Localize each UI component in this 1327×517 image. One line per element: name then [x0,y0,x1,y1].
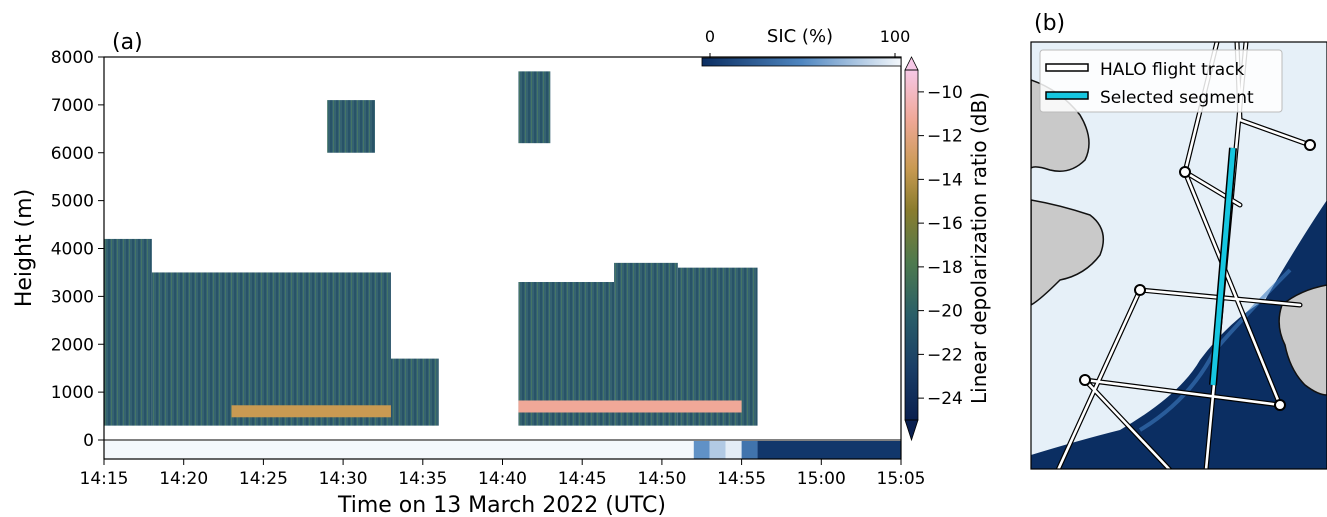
cloud-region [104,238,152,426]
panel-a-label: (a) [112,30,143,55]
track-loop [1304,139,1316,151]
sic-cell [104,441,694,459]
sic-cell [693,441,710,459]
colorbar-tick-label: −18 [927,258,963,278]
legend-swatch-selected [1045,91,1089,100]
map-legend: HALO flight track Selected segment [1039,49,1283,113]
y-tick-label: 0 [83,431,94,451]
ldr-colorbar-frame [904,69,919,421]
cloud-region [390,358,439,426]
ldr-colorbar-bar [905,70,918,420]
ldr-colorbar-extend-top [904,56,919,71]
sic-strip [104,441,901,459]
x-tick-label: 14:35 [398,469,447,489]
sic-colorbar: 0 SIC (%) 100 [701,26,911,67]
y-axis: 0 1000 2000 3000 4000 5000 6000 7000 8000 [51,48,104,451]
colorbar-tick-label: −14 [927,170,963,190]
cloud-region [518,71,551,144]
track-loop [1134,284,1146,296]
ldr-colorbar-extend-bottom [904,419,919,442]
colorbar-tick-label: −20 [927,302,963,322]
colorbar-tick-label: −24 [927,389,963,409]
x-tick-label: 15:05 [877,469,926,489]
sic-colorbar-bar [701,57,902,67]
legend-label-selected: Selected segment [1100,88,1254,108]
sic-cell [725,441,742,459]
sic-cell [741,441,758,459]
melting-layer [518,400,742,413]
y-tick-label: 6000 [51,144,94,164]
y-tick-label: 3000 [51,287,94,307]
melting-layers [231,400,742,418]
x-tick-label: 14:25 [239,469,288,489]
cloud-region [614,262,678,426]
x-tick-label: 14:45 [558,469,607,489]
y-axis-label: Height (m) [12,189,37,307]
x-tick-label: 14:15 [80,469,129,489]
y-tick-label: 5000 [51,192,94,212]
cloud-region [151,272,232,426]
x-tick-label: 14:40 [478,469,527,489]
ldr-colorbar-ticks: −10 −12 −14 −16 −18 −20 −22 −24 [918,83,963,409]
sic-cell [757,441,901,459]
sic-max-label: 100 [880,27,911,46]
cloud-region [327,100,375,153]
land-west [1031,199,1105,306]
x-tick-label: 14:20 [159,469,208,489]
ldr-heatmap-plot [103,56,902,460]
track-loop [1274,399,1286,411]
y-tick-label: 2000 [51,335,94,355]
x-tick-label: 14:30 [319,469,368,489]
x-axis-label: Time on 13 March 2022 (UTC) [337,493,666,517]
track-loop [1179,166,1191,178]
sic-cell [709,441,726,459]
colorbar-label: Linear depolarization ratio (dB) [967,92,991,404]
legend-box [1039,49,1283,113]
sic-label: SIC (%) [767,26,833,47]
cloud-regions [104,71,758,426]
ldr-colorbar: −10 −12 −14 −16 −18 −20 −22 −24 Linear depolari… [904,56,991,442]
sic-min-label: 0 [705,27,715,46]
x-axis: 14:15 14:20 14:25 14:30 14:35 14:40 14:45 14:50… [80,459,926,489]
land-east [1278,284,1327,396]
map-frame [1030,41,1327,470]
flight-map: HALO flight track Selected segment [1030,41,1327,470]
panel-b-label: (b) [1034,11,1065,36]
y-tick-label: 4000 [51,240,94,260]
selected-segment [1210,147,1236,386]
colorbar-tick-label: −10 [927,83,963,103]
cloud-region [231,272,391,426]
x-tick-label: 14:50 [637,469,686,489]
colorbar-tick-label: −16 [927,214,963,234]
melting-layer [231,405,391,418]
colorbar-tick-label: −22 [927,345,963,365]
y-tick-label: 7000 [51,96,94,116]
legend-label-track: HALO flight track [1100,60,1245,80]
y-tick-label: 1000 [51,383,94,403]
cloud-region [677,267,758,426]
legend-swatch-track [1045,63,1089,72]
x-tick-label: 14:55 [717,469,766,489]
track-loop [1079,374,1091,386]
colorbar-tick-label: −12 [927,127,963,147]
y-tick-label: 8000 [51,48,94,68]
x-tick-label: 15:00 [797,469,846,489]
